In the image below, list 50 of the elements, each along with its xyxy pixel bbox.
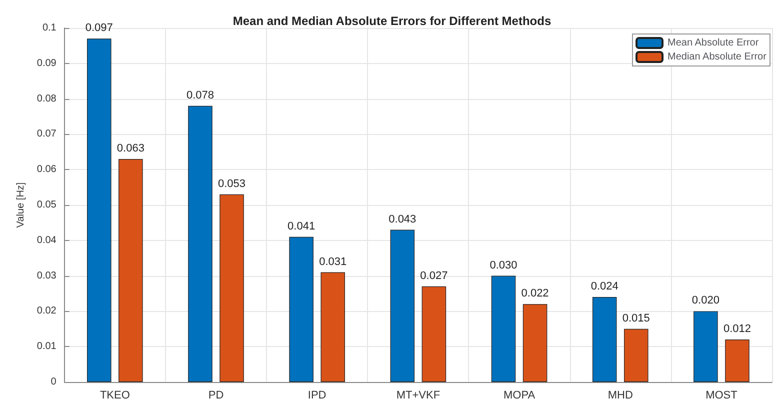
data-label: 0.012	[723, 323, 751, 336]
data-label: 0.030	[490, 259, 518, 272]
data-label: 0.097	[85, 22, 113, 34]
bar	[522, 304, 548, 382]
y-tick-label: 0	[50, 376, 57, 388]
x-tick-label: MT+VKF	[396, 390, 440, 402]
y-tick-label: 0.1	[42, 22, 57, 34]
bar	[694, 311, 718, 382]
data-label: 0.053	[218, 178, 246, 190]
legend-label: Mean Absolute Error	[668, 38, 760, 48]
bar	[624, 328, 648, 382]
data-label: 0.027	[420, 270, 448, 282]
bar	[118, 158, 143, 382]
data-label: 0.015	[622, 312, 650, 324]
x-tick-label: PD	[208, 390, 224, 402]
data-label: 0.031	[319, 256, 347, 268]
bar	[491, 276, 516, 382]
data-label: 0.078	[186, 89, 214, 102]
bar	[289, 236, 314, 382]
data-label: 0.041	[288, 220, 316, 232]
bar	[87, 38, 112, 382]
x-tick-label: MHD	[608, 390, 633, 402]
y-axis-title: Value [Hz]	[16, 182, 26, 228]
y-tick-label: 0.07	[36, 128, 57, 140]
x-tick-label: IPD	[308, 390, 326, 402]
data-label: 0.063	[116, 142, 144, 154]
x-tick-label: MOPA	[503, 390, 536, 402]
y-tick-label: 0.03	[36, 270, 57, 282]
bar	[422, 286, 446, 382]
bar	[188, 106, 212, 382]
y-tick-label: 0.09	[36, 58, 57, 69]
bar	[320, 272, 345, 382]
bar	[220, 194, 244, 382]
bar	[725, 340, 750, 382]
data-label: 0.020	[692, 294, 720, 307]
bar	[390, 230, 415, 382]
y-tick-label: 0.01	[36, 341, 57, 352]
chart-title: Mean and Median Absolute Errors for Different Methods	[232, 14, 552, 28]
bar	[592, 297, 617, 382]
data-label: 0.022	[521, 288, 549, 300]
y-tick-label: 0.02	[36, 306, 57, 317]
x-tick-label: TKEO	[100, 390, 130, 402]
data-label: 0.024	[590, 280, 618, 293]
y-tick-label: 0.08	[36, 93, 57, 104]
x-tick-label: MOST	[706, 390, 738, 402]
y-tick-label: 0.05	[36, 200, 57, 210]
data-label: 0.043	[388, 213, 416, 226]
y-tick-label: 0.04	[36, 234, 57, 246]
legend-label: Median Absolute Error	[668, 52, 768, 62]
y-tick-label: 0.06	[36, 164, 57, 176]
